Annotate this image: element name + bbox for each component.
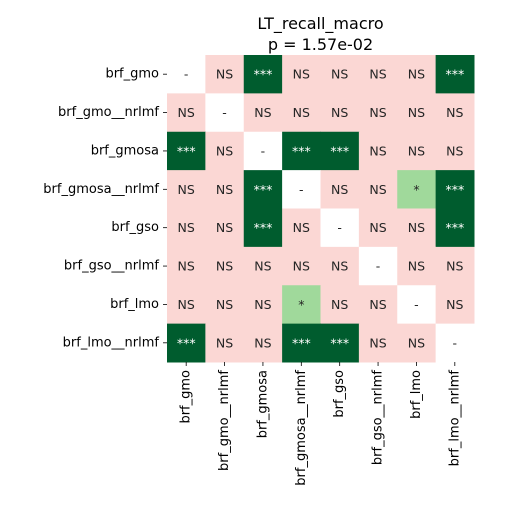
cell-annotation: *** — [445, 220, 464, 235]
cell-annotation: NS — [178, 297, 195, 312]
row-tick-label: brf_gmosa — [91, 143, 159, 158]
cell-annotation: NS — [216, 67, 233, 82]
cell-annotation: NS — [369, 105, 386, 120]
cell-annotation: NS — [178, 220, 195, 235]
chart-subtitle: p = 1.57e-02 — [268, 35, 373, 54]
cell-annotation: NS — [254, 297, 271, 312]
row-tick-label: brf_lmo__nrlmf — [63, 335, 160, 350]
cell-annotation: NS — [216, 259, 233, 274]
row-tick-label: brf_gmo — [105, 67, 159, 82]
cell-annotation: NS — [216, 297, 233, 312]
cell-annotation: *** — [292, 335, 311, 350]
col-tick-label: brf_gso__nrlmf — [371, 370, 386, 466]
cell-annotation: NS — [446, 105, 463, 120]
cell-annotation: *** — [330, 143, 349, 158]
cell-annotation: NS — [369, 182, 386, 197]
col-tick-label: brf_gmo — [179, 370, 194, 424]
cell-annotation: NS — [408, 259, 425, 274]
row-tick-label: brf_lmo — [110, 297, 159, 312]
col-tick-label: brf_lmo__nrlmf — [447, 370, 462, 467]
row-tick-label: brf_gmo__nrlmf — [58, 105, 159, 120]
cell-annotation: NS — [369, 67, 386, 82]
cell-annotation: NS — [331, 259, 348, 274]
cell-annotation: NS — [216, 182, 233, 197]
row-tick-label: brf_gmosa__nrlmf — [43, 182, 159, 197]
cell-annotation: NS — [408, 105, 425, 120]
cell-annotation: NS — [331, 297, 348, 312]
col-tick-label: brf_gso — [332, 370, 347, 418]
cell-annotation: *** — [330, 335, 349, 350]
cell-annotation: NS — [254, 105, 271, 120]
cell-annotation: *** — [445, 67, 464, 82]
cell-annotation: NS — [216, 143, 233, 158]
cell-annotation: NS — [293, 259, 310, 274]
cell-annotation: NS — [178, 182, 195, 197]
cell-annotation: NS — [178, 105, 195, 120]
cell-annotation: NS — [446, 297, 463, 312]
cell-annotation: * — [413, 182, 419, 197]
cell-annotation: * — [298, 297, 304, 312]
chart-title: LT_recall_macro — [257, 14, 383, 34]
cell-annotation: NS — [408, 143, 425, 158]
cell-annotation: NS — [293, 220, 310, 235]
cell-annotation: *** — [254, 220, 273, 235]
heatmap-cells: - NS *** NS NS NS NS ***NS - NS NS NS NS NS NS*** NS - **… — [167, 55, 475, 363]
row-tick-labels: brf_gmo brf_gmo__nrlmf brf_gmosa brf_gmosa_… — [43, 67, 167, 351]
cell-annotation: NS — [254, 335, 271, 350]
cell-annotation: - — [184, 67, 189, 82]
row-tick-label: brf_gso — [111, 220, 159, 235]
col-tick-label: brf_gmo__nrlmf — [217, 370, 232, 471]
col-tick-label: brf_gmosa__nrlmf — [294, 370, 309, 486]
cell-annotation: - — [261, 143, 266, 158]
cell-annotation: NS — [331, 182, 348, 197]
col-tick-labels: brf_gmo brf_gmo__nrlmf brf_gmosa brf_gmosa_… — [179, 362, 463, 486]
cell-annotation: *** — [292, 143, 311, 158]
cell-annotation: NS — [408, 335, 425, 350]
cell-annotation: NS — [369, 297, 386, 312]
col-tick-label: brf_gmosa — [255, 370, 270, 438]
cell-annotation: - — [376, 259, 381, 274]
cell-annotation: - — [299, 182, 304, 197]
cell-annotation: NS — [254, 259, 271, 274]
cell-annotation: NS — [331, 67, 348, 82]
cell-annotation: NS — [216, 220, 233, 235]
cell-annotation: NS — [293, 67, 310, 82]
col-tick-label: brf_lmo — [409, 370, 424, 419]
cell-annotation: *** — [254, 182, 273, 197]
cell-annotation: NS — [216, 335, 233, 350]
cell-annotation: NS — [408, 67, 425, 82]
cell-annotation: *** — [254, 67, 273, 82]
cell-annotation: NS — [178, 259, 195, 274]
cell-annotation: - — [414, 297, 419, 312]
cell-annotation: NS — [408, 220, 425, 235]
cell-annotation: - — [337, 220, 342, 235]
row-tick-label: brf_gso__nrlmf — [64, 259, 160, 274]
cell-annotation: NS — [331, 105, 348, 120]
cell-annotation: *** — [177, 335, 196, 350]
cell-annotation: NS — [293, 105, 310, 120]
cell-annotation: NS — [446, 259, 463, 274]
cell-annotation: NS — [369, 220, 386, 235]
cell-annotation: NS — [369, 335, 386, 350]
cell-annotation: - — [222, 105, 227, 120]
cell-annotation: NS — [446, 143, 463, 158]
cell-annotation: *** — [177, 143, 196, 158]
cell-annotation: *** — [445, 182, 464, 197]
cell-annotation: NS — [369, 143, 386, 158]
cell-annotation: - — [453, 335, 458, 350]
